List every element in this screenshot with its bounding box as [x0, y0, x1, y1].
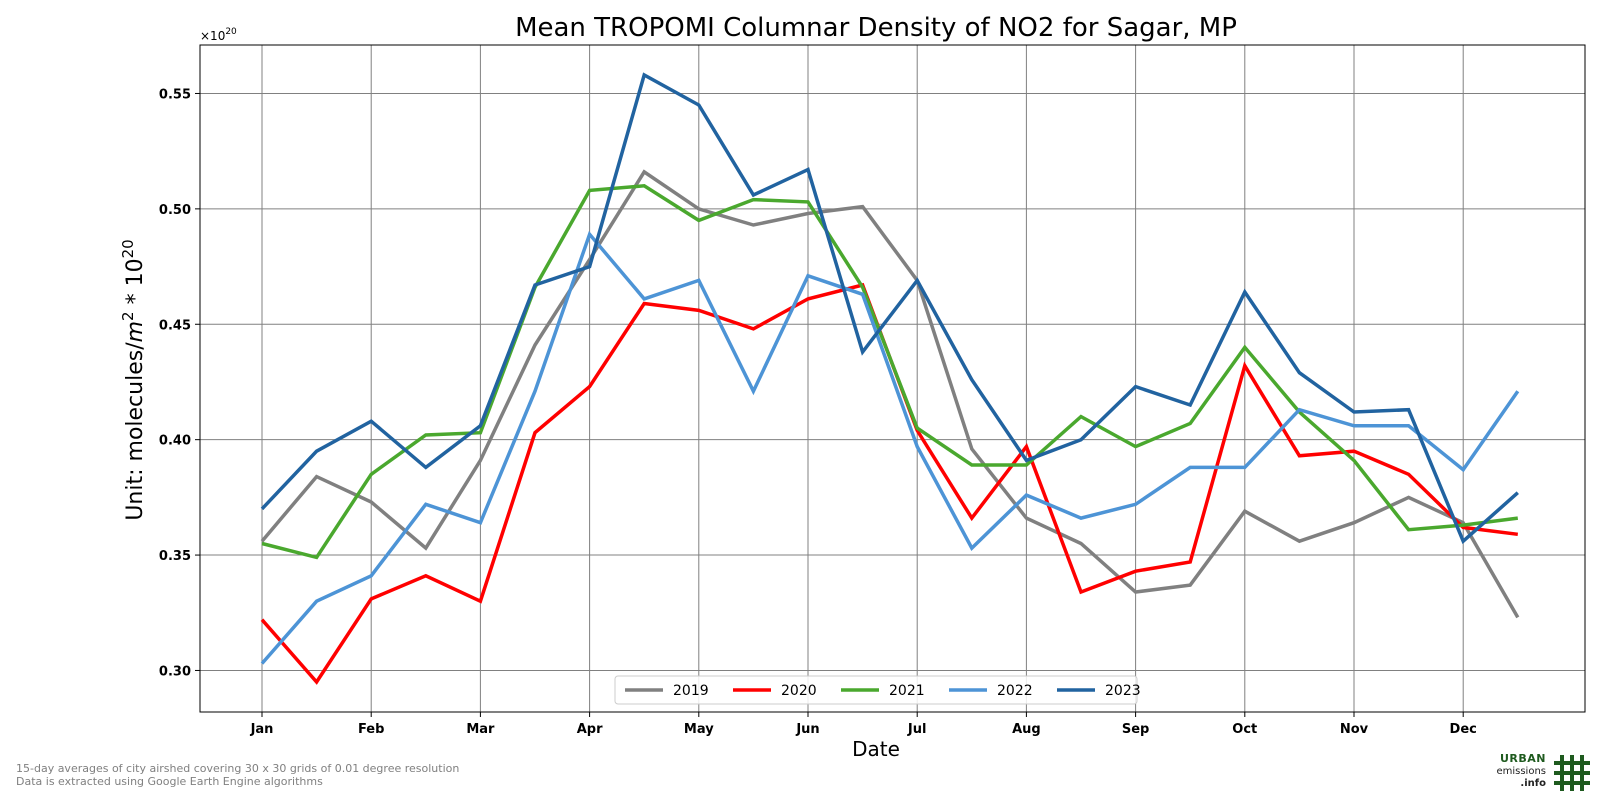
y-tick-label-035: 0.35 — [159, 549, 191, 564]
x-tick-label-apr: Apr — [577, 722, 603, 737]
x-tick-label-nov: Nov — [1340, 722, 1369, 737]
series-line-2022 — [260, 230, 1520, 665]
series-line-2020 — [260, 282, 1519, 685]
y-label-mid: * 10 — [123, 258, 148, 311]
x-axis-ticks: Jan Feb Mar Apr May Jun Jul Aug Sep Oct Nov Dec — [250, 712, 1477, 737]
logo-text-emissions: emissions — [1496, 766, 1546, 777]
x-tick-label-jan: Jan — [250, 722, 274, 737]
x-tick-label-sep: Sep — [1122, 722, 1150, 737]
footer-note-1: 15-day averages of city airshed covering… — [16, 762, 460, 775]
series-line-2023 — [260, 72, 1519, 545]
y-tick-label-040: 0.40 — [159, 434, 191, 449]
grid-lines — [200, 45, 1585, 712]
x-tick-label-feb: Feb — [358, 722, 384, 737]
legend-label-2019: 2019 — [673, 683, 709, 699]
logo-grid-icon — [1554, 755, 1590, 791]
x-tick-label-oct: Oct — [1232, 722, 1257, 737]
legend-label-2023: 2023 — [1105, 683, 1141, 699]
y-axis-label: Unit: molecules/m2 * 1020 — [119, 239, 148, 520]
legend: 2019 2020 2021 2022 2023 — [614, 675, 1141, 705]
y-tick-label-045: 0.45 — [159, 318, 191, 333]
urban-emissions-logo: URBAN emissions .info — [1496, 752, 1592, 794]
y-tick-label-050: 0.50 — [159, 203, 191, 218]
series-line-2019 — [260, 169, 1520, 619]
y-label-sup2: 20 — [119, 239, 137, 258]
x-tick-label-dec: Dec — [1450, 722, 1477, 737]
legend-label-2022: 2022 — [997, 683, 1033, 699]
x-tick-label-aug: Aug — [1012, 722, 1041, 737]
y-offset-label: ×1020 — [200, 27, 237, 43]
x-tick-label-jul: Jul — [907, 722, 927, 737]
logo-text-info: .info — [1520, 778, 1546, 789]
y-tick-label-030: 0.30 — [159, 664, 191, 679]
x-axis-label: Date — [852, 737, 900, 761]
footer-note-2: Data is extracted using Google Earth Eng… — [16, 775, 323, 788]
y-label-m: m — [123, 321, 148, 342]
plot-frame — [199, 44, 1586, 713]
logo-text-urban: URBAN — [1499, 752, 1546, 765]
y-tick-label-055: 0.55 — [159, 87, 191, 102]
y-offset-base: ×10 — [200, 29, 225, 43]
series-lines — [260, 72, 1520, 685]
y-offset-exp: 20 — [225, 27, 237, 37]
x-tick-label-mar: Mar — [466, 722, 495, 737]
legend-label-2021: 2021 — [889, 683, 925, 699]
x-tick-label-jun: Jun — [795, 722, 819, 737]
legend-label-2020: 2020 — [781, 683, 817, 699]
x-tick-label-may: May — [684, 722, 714, 737]
y-label-sup1: 2 — [119, 311, 137, 321]
chart-title: Mean TROPOMI Columnar Density of NO2 for… — [515, 13, 1237, 43]
y-label-prefix: Unit: molecules/ — [123, 342, 148, 521]
y-axis-ticks: 0.30 0.35 0.40 0.45 0.50 0.55 — [159, 87, 200, 679]
